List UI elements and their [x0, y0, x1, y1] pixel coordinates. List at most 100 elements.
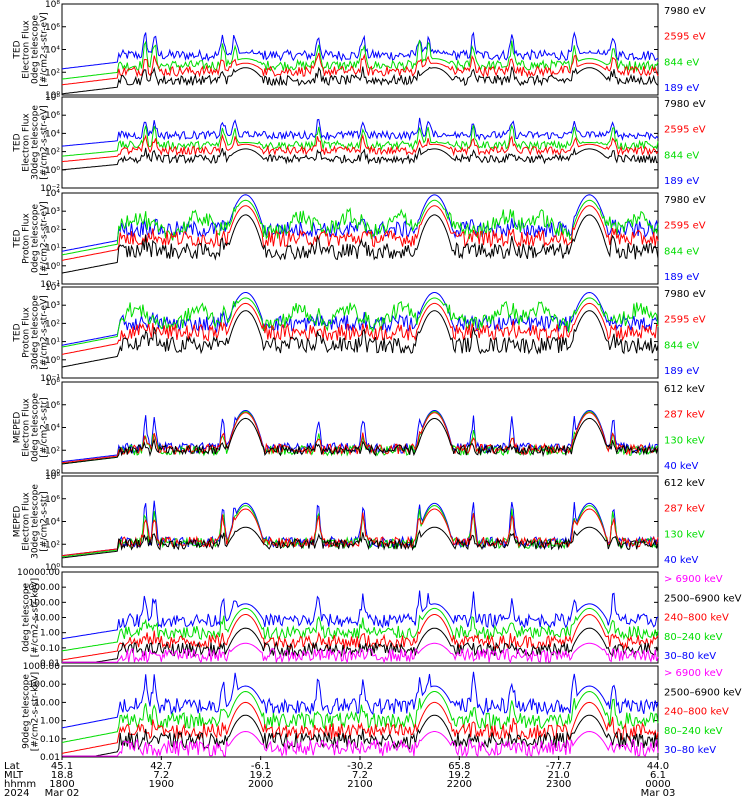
time-axis-row-label: Lat	[4, 761, 20, 772]
y-tick-label: 100.00	[29, 598, 61, 608]
y-tick-label: 10²	[45, 446, 60, 456]
channel-label: 30–80 keV	[664, 651, 716, 662]
y-axis-label-line: Proton Flux	[22, 213, 32, 264]
series-black	[61, 147, 659, 171]
y-tick-label: 100.00	[29, 680, 61, 690]
series-green	[61, 40, 659, 80]
channel-label: 240–800 keV	[664, 613, 729, 624]
x-tick-label: 1800	[49, 779, 74, 790]
channel-label: > 6900 keV	[664, 668, 723, 679]
series-blue	[61, 590, 659, 640]
panel-4: 10⁴ 10³ 10² 10¹ 10⁰ 10⁻¹ TEDProton Flux30deg t…	[13, 283, 706, 384]
y-axis-label-line: 0deg telescope	[31, 393, 41, 463]
y-tick-label: 10⁰	[45, 469, 60, 479]
channel-label: 40 keV	[664, 461, 698, 472]
channel-label: 189 eV	[664, 176, 699, 187]
x-tick-label: 19.2	[448, 770, 470, 781]
y-tick-label: 1000.00	[23, 662, 60, 672]
y-axis-label: TEDElectron Flux30deg telescope[#/cm2-s-…	[13, 105, 50, 180]
x-tick-label: 0000	[645, 779, 670, 790]
y-tick-label: 10.00	[34, 698, 60, 708]
series-green	[61, 123, 659, 157]
y-tick-label: 10.00	[34, 614, 60, 624]
y-axis-label: MEPEDElectron Flux30deg telescope[#/cm2-…	[13, 484, 50, 559]
y-tick-label: 10¹	[45, 338, 60, 348]
y-tick-label: 10⁴	[45, 518, 60, 528]
x-tick-label: 2000	[248, 779, 273, 790]
y-tick-label: 1.00	[40, 629, 60, 639]
x-tick-label: 19.2	[250, 770, 272, 781]
channel-label: 80–240 keV	[664, 632, 723, 643]
x-tick-label: 65.8	[448, 761, 470, 772]
series-green	[61, 297, 659, 348]
panel-5: 10⁸ 10⁶ 10⁴ 10² 10⁰ MEPEDElectron Flux0deg te…	[13, 378, 705, 479]
x-tick-label: Mar 02	[45, 788, 80, 799]
time-axis-row-label: 2024	[4, 788, 29, 799]
y-tick-label: 10⁴	[45, 46, 60, 56]
series-blue	[61, 291, 659, 346]
y-tick-label: 10⁸	[45, 472, 60, 482]
series-black	[61, 310, 659, 368]
x-tick-label: 44.0	[647, 761, 669, 772]
series-red	[61, 701, 659, 754]
y-axis-label: TEDProton Flux30deg telescope[#/cm2-s-st…	[13, 295, 50, 370]
series-green	[61, 199, 659, 256]
y-tick-label: 10⁴	[45, 283, 60, 293]
channel-label: 2595 eV	[664, 221, 706, 232]
y-axis-label-line: TED	[13, 229, 23, 248]
panel-7: 10000.00 1000.00 100.00 10.00 1.00 0.10 0.01 0d…	[17, 568, 742, 669]
y-tick-label: 10³	[45, 207, 60, 217]
y-axis-label-line: Electron Flux	[22, 398, 32, 457]
y-tick-label: 10²	[45, 68, 60, 78]
y-tick-label: 10⁴	[45, 189, 60, 199]
channel-label: 2595 eV	[664, 315, 706, 326]
channel-label: 130 keV	[664, 435, 705, 446]
channel-label: 7980 eV	[664, 289, 706, 300]
y-tick-label: 10⁰	[45, 166, 60, 176]
series-red	[61, 302, 659, 355]
x-tick-label: 7.2	[352, 770, 368, 781]
channel-label: 2500–6900 keV	[664, 687, 742, 698]
y-axis-label-line: 30deg telescope	[31, 295, 41, 370]
channel-label: 844 eV	[664, 57, 699, 68]
channel-label: 287 keV	[664, 504, 705, 515]
series-blue	[61, 117, 659, 147]
y-axis-label-line: TED	[13, 40, 23, 59]
y-tick-label: 10³	[45, 301, 60, 311]
y-tick-label: 10⁰	[45, 356, 60, 366]
panel-6: 10⁸ 10⁶ 10⁴ 10² 10⁰ MEPEDElectron Flux30deg t…	[13, 472, 705, 573]
y-axis-label-line: Electron Flux	[22, 20, 32, 79]
channel-label: 240–800 keV	[664, 707, 729, 718]
channel-label: 80–240 keV	[664, 726, 723, 737]
y-axis-label-line: TED	[13, 133, 23, 152]
y-tick-label: 10⁰	[45, 262, 60, 272]
y-axis-label-line: Electron Flux	[22, 113, 32, 172]
x-tick-label: 2300	[546, 779, 571, 790]
y-tick-label: 10000.00	[17, 568, 60, 578]
y-tick-label: 10⁻¹	[40, 374, 60, 384]
y-axis-label-line: [#/cm2-s-str-eV]	[40, 295, 50, 370]
panel-1: 10⁸ 10⁶ 10⁴ 10² 10⁰ TEDElectron Flux0deg tele…	[13, 0, 706, 101]
x-tick-label: 21.0	[548, 770, 570, 781]
channel-label: 844 eV	[664, 246, 699, 257]
panel-frame	[61, 381, 659, 474]
series-blue	[61, 671, 659, 729]
x-tick-label: 7.2	[153, 770, 169, 781]
y-axis-label: MEPEDElectron Flux0deg telescope[#/cm2-s…	[13, 393, 50, 463]
y-axis-label: 90deg telescope[#/cm2-s-str-keV]	[22, 672, 41, 751]
channel-label: 2595 eV	[664, 32, 706, 43]
x-tick-label: 18.8	[51, 770, 73, 781]
panel-3: 10⁴ 10³ 10² 10¹ 10⁰ 10⁻¹ TEDProton Flux0deg te…	[13, 189, 706, 290]
panel-8: 1000.00 100.00 10.00 1.00 0.10 0.01 90deg tele…	[22, 662, 742, 763]
channel-label: 2500–6900 keV	[664, 593, 742, 604]
time-axis-row-label: MLT	[4, 770, 24, 781]
y-axis-label: TEDElectron Flux0deg telescope[#/cm2-s-s…	[13, 12, 50, 87]
y-tick-label: 10⁰	[45, 91, 60, 101]
y-tick-label: 0.10	[40, 735, 60, 745]
panel-frame	[61, 475, 659, 568]
y-tick-label: 10⁸	[45, 0, 60, 10]
y-axis-label-line: TED	[13, 323, 23, 342]
channel-label: 7980 eV	[664, 99, 706, 110]
